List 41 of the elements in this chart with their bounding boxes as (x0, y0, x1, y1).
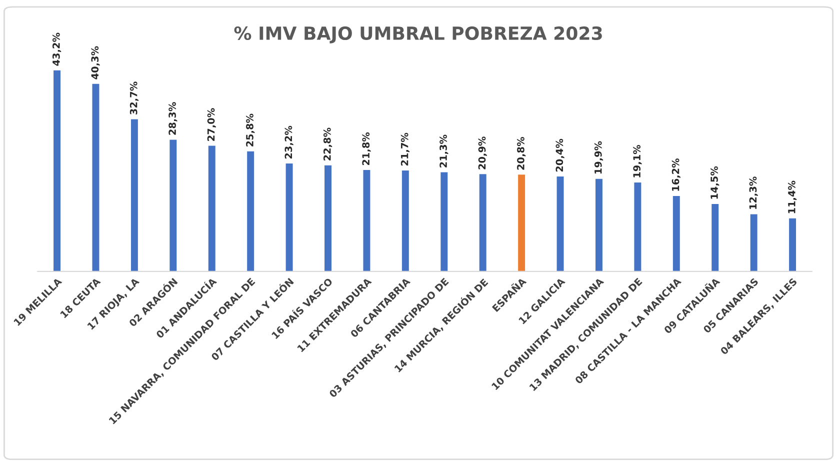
data-label: 21,8% (362, 132, 371, 166)
bar (750, 214, 758, 272)
data-label: 32,7% (130, 82, 139, 114)
bar (363, 170, 370, 272)
data-label: 22,8% (323, 128, 332, 160)
data-label: 21,3% (440, 134, 448, 168)
data-label: 21,7% (400, 132, 410, 166)
bar (518, 174, 526, 272)
data-label: 20,9% (478, 136, 487, 170)
bar (208, 146, 216, 272)
bar (92, 84, 100, 272)
bar (130, 119, 138, 272)
bar (672, 196, 680, 272)
bar (712, 204, 719, 272)
bar (286, 163, 293, 272)
data-label: 20,4% (556, 138, 564, 172)
bar (247, 151, 254, 272)
chart-title: % IMV BAJO UMBRAL POBREZA 2023 (234, 26, 602, 44)
data-label: 14,5% (710, 166, 720, 199)
bar (479, 174, 486, 272)
bar (440, 172, 448, 272)
data-label: 40,3% (91, 46, 100, 80)
bar (789, 218, 796, 272)
bar (402, 170, 409, 272)
bar (170, 140, 177, 272)
data-label: 20,8% (517, 137, 526, 170)
bar (556, 176, 564, 272)
bar (324, 165, 332, 272)
data-label: 11,4% (788, 180, 797, 214)
bar (634, 182, 642, 272)
data-label: 16,2% (672, 158, 680, 191)
data-label: 12,3% (749, 176, 758, 209)
bar (595, 178, 602, 272)
data-label: 28,3% (168, 102, 178, 135)
data-label: 43,2% (52, 32, 62, 66)
bar (54, 70, 61, 272)
data-label: 23,2% (284, 126, 294, 159)
data-label: 27,0% (207, 108, 216, 141)
data-label: 25,8% (246, 114, 255, 146)
data-label: 19,9% (594, 141, 604, 174)
data-label: 19,1% (633, 144, 642, 178)
